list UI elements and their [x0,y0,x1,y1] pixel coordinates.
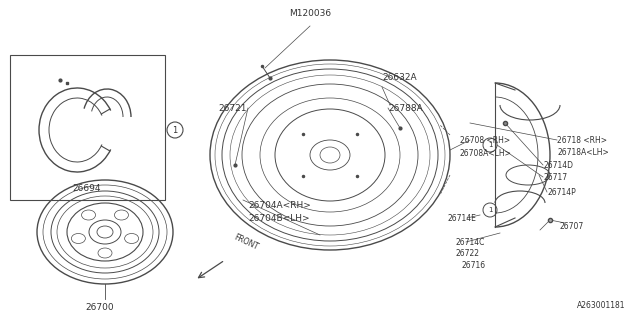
Text: 26788A: 26788A [388,103,423,113]
Text: 26707: 26707 [560,221,584,230]
Text: 26694: 26694 [73,183,101,193]
Text: 26632A: 26632A [382,73,417,82]
Text: 26704A<RH>: 26704A<RH> [248,201,311,210]
Text: 1: 1 [488,142,492,148]
Text: 26717: 26717 [543,172,567,181]
Text: 26718 <RH>: 26718 <RH> [557,135,607,145]
Text: M120036: M120036 [289,9,331,18]
Text: 26714E: 26714E [447,213,476,222]
Text: 26714C: 26714C [456,237,485,246]
Text: 26718A<LH>: 26718A<LH> [557,148,609,156]
Text: 26700: 26700 [86,303,115,312]
Text: 26708 <RH>: 26708 <RH> [460,135,510,145]
Text: 1: 1 [172,125,178,134]
Text: 26708A<LH>: 26708A<LH> [460,148,512,157]
Text: 26704B<LH>: 26704B<LH> [248,213,310,222]
Text: 26722: 26722 [456,250,480,259]
Text: 26721: 26721 [218,103,246,113]
Bar [10,55,165,200]
Text: 1: 1 [488,207,492,213]
Text: 26714P: 26714P [547,188,576,196]
Text: 26716: 26716 [462,261,486,270]
Text: FRONT: FRONT [232,233,259,252]
Text: 26714D: 26714D [543,161,573,170]
Text: A263001181: A263001181 [577,301,625,310]
